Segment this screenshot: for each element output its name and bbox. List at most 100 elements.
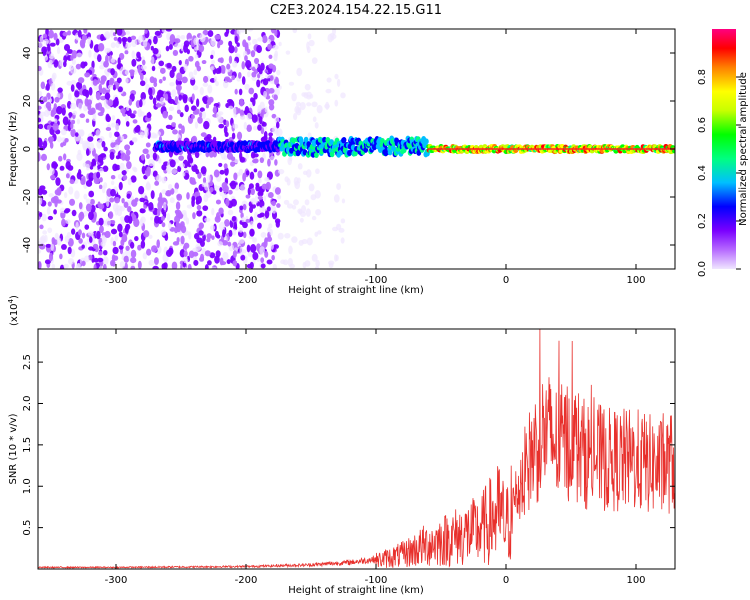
spectrogram-cell	[283, 199, 290, 205]
spectrogram-cell	[98, 83, 103, 91]
spectrogram-cell	[71, 228, 76, 235]
spectrogram-cell	[115, 123, 120, 131]
spectrogram-cell	[71, 209, 77, 217]
spectrogram-cell	[304, 199, 310, 206]
spectrogram-cell	[156, 174, 162, 183]
spectrogram-cell	[70, 102, 77, 110]
spectrogram-cell	[70, 122, 74, 130]
spectrogram-cell	[211, 266, 217, 269]
spectrogram-cell	[204, 250, 211, 257]
spectrogram-cell	[232, 60, 238, 68]
spectrogram-cell	[223, 163, 228, 169]
spectrogram-cell	[99, 177, 103, 183]
spectrogram-cell	[169, 82, 175, 87]
spectrogram-cell	[191, 93, 195, 102]
spectrogram-cell	[170, 187, 175, 195]
spectrogram-cell	[219, 147, 225, 154]
spectrogram-cell	[94, 153, 99, 162]
spectrogram-cell	[183, 63, 188, 72]
spectrogram-cell	[160, 215, 165, 221]
spectrogram-cell	[295, 106, 302, 116]
spectrogram-cell	[176, 109, 182, 115]
spectrogram-cell	[74, 190, 80, 200]
spectrogram-cell	[70, 67, 77, 74]
spectrogram-cell	[46, 124, 51, 130]
spectrogram-cell	[209, 252, 216, 259]
spectrogram-cell	[285, 50, 291, 55]
spectrogram-cell	[143, 128, 149, 138]
spectrogram-cell	[47, 215, 54, 221]
spectrogram-cell	[62, 116, 69, 126]
spectrogram-cell	[230, 180, 237, 190]
spectrogram-cell	[85, 163, 90, 171]
spectrogram-cell	[253, 92, 258, 100]
spectrogram-cell	[271, 200, 276, 207]
spectrogram-cell	[316, 104, 323, 114]
spectrogram-cell	[48, 252, 54, 262]
spectrogram-cell	[219, 64, 226, 74]
spectrogram-cell	[314, 231, 319, 237]
spectrogram-cell	[77, 77, 85, 84]
spectrogram-cell	[104, 230, 111, 238]
spectrogram-cell	[262, 78, 269, 86]
spectrogram-cell	[140, 154, 145, 161]
spectrogram-cell	[207, 260, 212, 266]
spectrogram-cell	[53, 118, 58, 124]
spectrogram-cell	[69, 198, 76, 206]
spectrogram-cell	[109, 151, 115, 161]
spectrogram-cell	[277, 232, 284, 240]
spectrogram-cell	[105, 71, 110, 77]
spectrogram-cell	[188, 55, 194, 62]
spectrogram-cell	[56, 106, 63, 115]
spectrogram-cell	[239, 184, 246, 192]
spectrogram-cell	[216, 111, 222, 120]
spectrogram-cell	[50, 109, 55, 116]
spectrogram-cell	[87, 109, 95, 116]
spectrogram-cell	[251, 71, 257, 78]
spectrogram-cell	[72, 110, 78, 116]
spectrogram-cell	[125, 30, 131, 35]
spectrogram-cell	[161, 222, 166, 228]
spectrogram-cell	[183, 43, 189, 53]
spectrogram-cell	[120, 152, 127, 161]
spectrogram-cell	[42, 33, 48, 39]
spectrogram-cell	[56, 136, 62, 143]
spectrogram-cell	[62, 31, 68, 37]
spectrogram-cell	[217, 241, 223, 247]
spectrogram-cell	[98, 217, 104, 226]
spectrogram-cell	[38, 212, 43, 218]
spectrogram-cell	[202, 96, 208, 103]
x-tick-label: 0	[503, 575, 509, 586]
spectrogram-cell	[325, 88, 332, 94]
spectrogram-cell	[127, 205, 132, 213]
spectrogram-cell	[257, 108, 262, 114]
spectrogram-cell	[232, 107, 237, 116]
spectrogram-cell	[91, 158, 96, 166]
spectrogram-cell	[88, 190, 95, 198]
spectrogram-cell	[258, 116, 263, 125]
spectrogram-cell	[231, 132, 236, 140]
spectrogram-cell	[158, 157, 162, 164]
spectrogram-cell	[181, 94, 188, 102]
spectrogram-cell	[88, 211, 94, 221]
spectrogram-cell	[103, 146, 108, 152]
spectrogram-cell	[140, 65, 147, 70]
spectrogram-cell	[96, 139, 103, 149]
spectrogram-cell	[80, 61, 86, 69]
spectrogram-cell	[249, 229, 255, 237]
spectrogram-cell	[149, 94, 154, 100]
spectrogram-cell	[171, 168, 178, 175]
spectrogram-cell	[179, 223, 183, 230]
spectrogram-cell	[50, 82, 56, 91]
spectrogram-cell	[161, 207, 165, 215]
spectrogram-cell	[41, 213, 47, 222]
spectrogram-cell	[226, 99, 234, 104]
spectrogram-cell	[84, 141, 90, 151]
spectrogram-cell	[268, 88, 275, 94]
spectrogram-cell	[99, 95, 107, 101]
spectrogram-cell	[184, 104, 189, 113]
spectrogram-cell	[253, 168, 258, 173]
spectrogram-cell	[183, 242, 190, 249]
spectrogram-cell	[120, 218, 125, 226]
spectrogram-cell	[60, 128, 67, 136]
